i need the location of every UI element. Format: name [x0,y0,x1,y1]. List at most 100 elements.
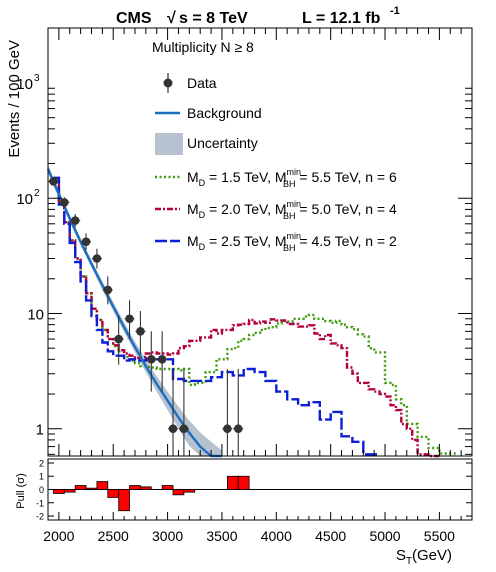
x-tick-label: 3000 [152,528,183,544]
data-point [60,198,69,207]
legend-md20-m-sub: D [199,210,206,220]
pull-bar [53,489,65,494]
legend-entry-md25: MD = 2.5 TeV, Mmin BH = 4.5 TeV, n = 2 [155,231,397,253]
legend-md15-m: M [187,169,199,185]
y-tick-label-exponent: 3 [34,73,40,84]
pull-tick-label: -1 [36,498,44,508]
data-point [114,334,123,344]
data-point [146,355,156,364]
x-tick-label: 4000 [261,528,292,544]
x-axis-label: S [396,547,406,564]
x-axis-label-unit: (GeV) [412,547,452,564]
y-tick-label: 1 [36,422,44,439]
header-sqrt: √ [167,10,176,27]
data-point [223,424,232,434]
data-point [49,177,58,186]
legend-entry-md20: MD = 2.0 TeV, Mmin BH = 5.0 TeV, n = 4 [155,199,397,221]
pull-layer: 2 1 0 -1 -2 [36,458,472,522]
legend-md20-bh-sub: BH [283,211,296,221]
data-point [168,424,178,434]
data-point [233,424,243,434]
data-point [179,424,189,434]
pull-bar [118,489,130,512]
legend-data-label: Data [187,75,217,91]
legend-md15-mid: = 1.5 TeV, M [205,169,286,185]
data-point [157,355,167,364]
data-point [136,327,145,336]
header-lumi-exponent: -1 [390,5,400,17]
pull-bar [237,475,250,490]
legend-md25-mid: = 2.5 TeV, M [205,233,286,249]
pull-bar [107,489,120,498]
y-tick-label-exponent: 2 [34,188,40,199]
header-energy: s = 8 TeV [179,10,248,27]
legend-md20-m: M [187,201,199,217]
data-point [103,285,113,295]
pull-tick-label: 2 [39,458,44,468]
legend-uncertainty-label: Uncertainty [187,135,258,151]
pull-tick-label: 0 [39,485,44,495]
x-tick-label: 2000 [43,528,74,544]
pull-bar [183,489,196,493]
legend-data-marker [163,78,173,88]
data-point [70,216,80,225]
data-points-layer [48,177,244,456]
legend-md25-m-sub: D [199,242,206,252]
x-axis-label-sub: T [406,556,412,567]
pull-bar [140,486,152,490]
x-tick-label: 5500 [424,528,455,544]
signal-md20-line [53,176,440,458]
x-tick-label: 4500 [315,528,346,544]
legend-md20-min-sup: min [287,199,302,209]
legend-md15-tail: = 5.5 TeV, n = 6 [296,169,397,185]
y-tick-label: 10 [27,306,44,323]
pull-bar [85,487,98,490]
x-tick-label: 2500 [98,528,129,544]
pull-axis-label: Pull (σ) [15,473,27,509]
legend-md25-min-sup: min [287,231,302,241]
data-point [92,254,102,263]
pull-bar [172,489,185,496]
pull-bar [63,489,76,493]
legend-entry-data: Data [163,73,217,93]
legend-md25-tail: = 4.5 TeV, n = 2 [296,233,397,249]
legend-uncertainty-swatch [155,133,183,155]
pull-bar [96,481,109,490]
y-axis-label: Events / 100 GeV [6,40,23,158]
x-tick-label: 5000 [369,528,400,544]
main-frame [47,27,473,457]
pull-tick-label: 1 [39,472,44,482]
background-line [46,168,222,458]
pull-bar [161,485,174,490]
pull-bar [129,485,141,490]
legend-md20-tail: = 5.0 TeV, n = 4 [296,201,397,217]
legend-entry-uncertainty: Uncertainty [155,133,258,155]
legend: Multiplicity N ≥ 8 Data Background Uncer… [152,39,397,253]
header-lumi: L = 12.1 fb [302,10,381,27]
y-tick-label: 10 [16,191,33,208]
legend-entry-background: Background [155,105,262,121]
signal-md25-line [53,176,380,456]
pull-bar [74,485,87,490]
legend-md20-mid: = 2.0 TeV, M [205,201,286,217]
signal-layer [53,176,456,458]
y-tick-label: 10 [16,76,33,93]
header-experiment: CMS [116,10,152,27]
legend-md15-bh-sub: BH [283,179,296,189]
legend-md25-label: MD = 2.5 TeV, Mmin BH = 4.5 TeV, n = 2 [187,231,397,253]
x-tick-label: 3500 [206,528,237,544]
data-point [125,314,134,324]
legend-md20-label: MD = 2.0 TeV, Mmin BH = 5.0 TeV, n = 4 [187,199,397,221]
background-layer [46,168,222,458]
signal-md15-line [53,176,456,455]
pull-tick-label: -2 [36,512,44,522]
legend-background-label: Background [187,105,262,121]
data-point [81,237,91,246]
legend-md25-m: M [187,233,199,249]
legend-header: Multiplicity N ≥ 8 [152,39,254,55]
legend-md15-m-sub: D [199,178,206,188]
legend-md25-bh-sub: BH [283,243,296,253]
legend-md15-min-sup: min [287,167,302,177]
